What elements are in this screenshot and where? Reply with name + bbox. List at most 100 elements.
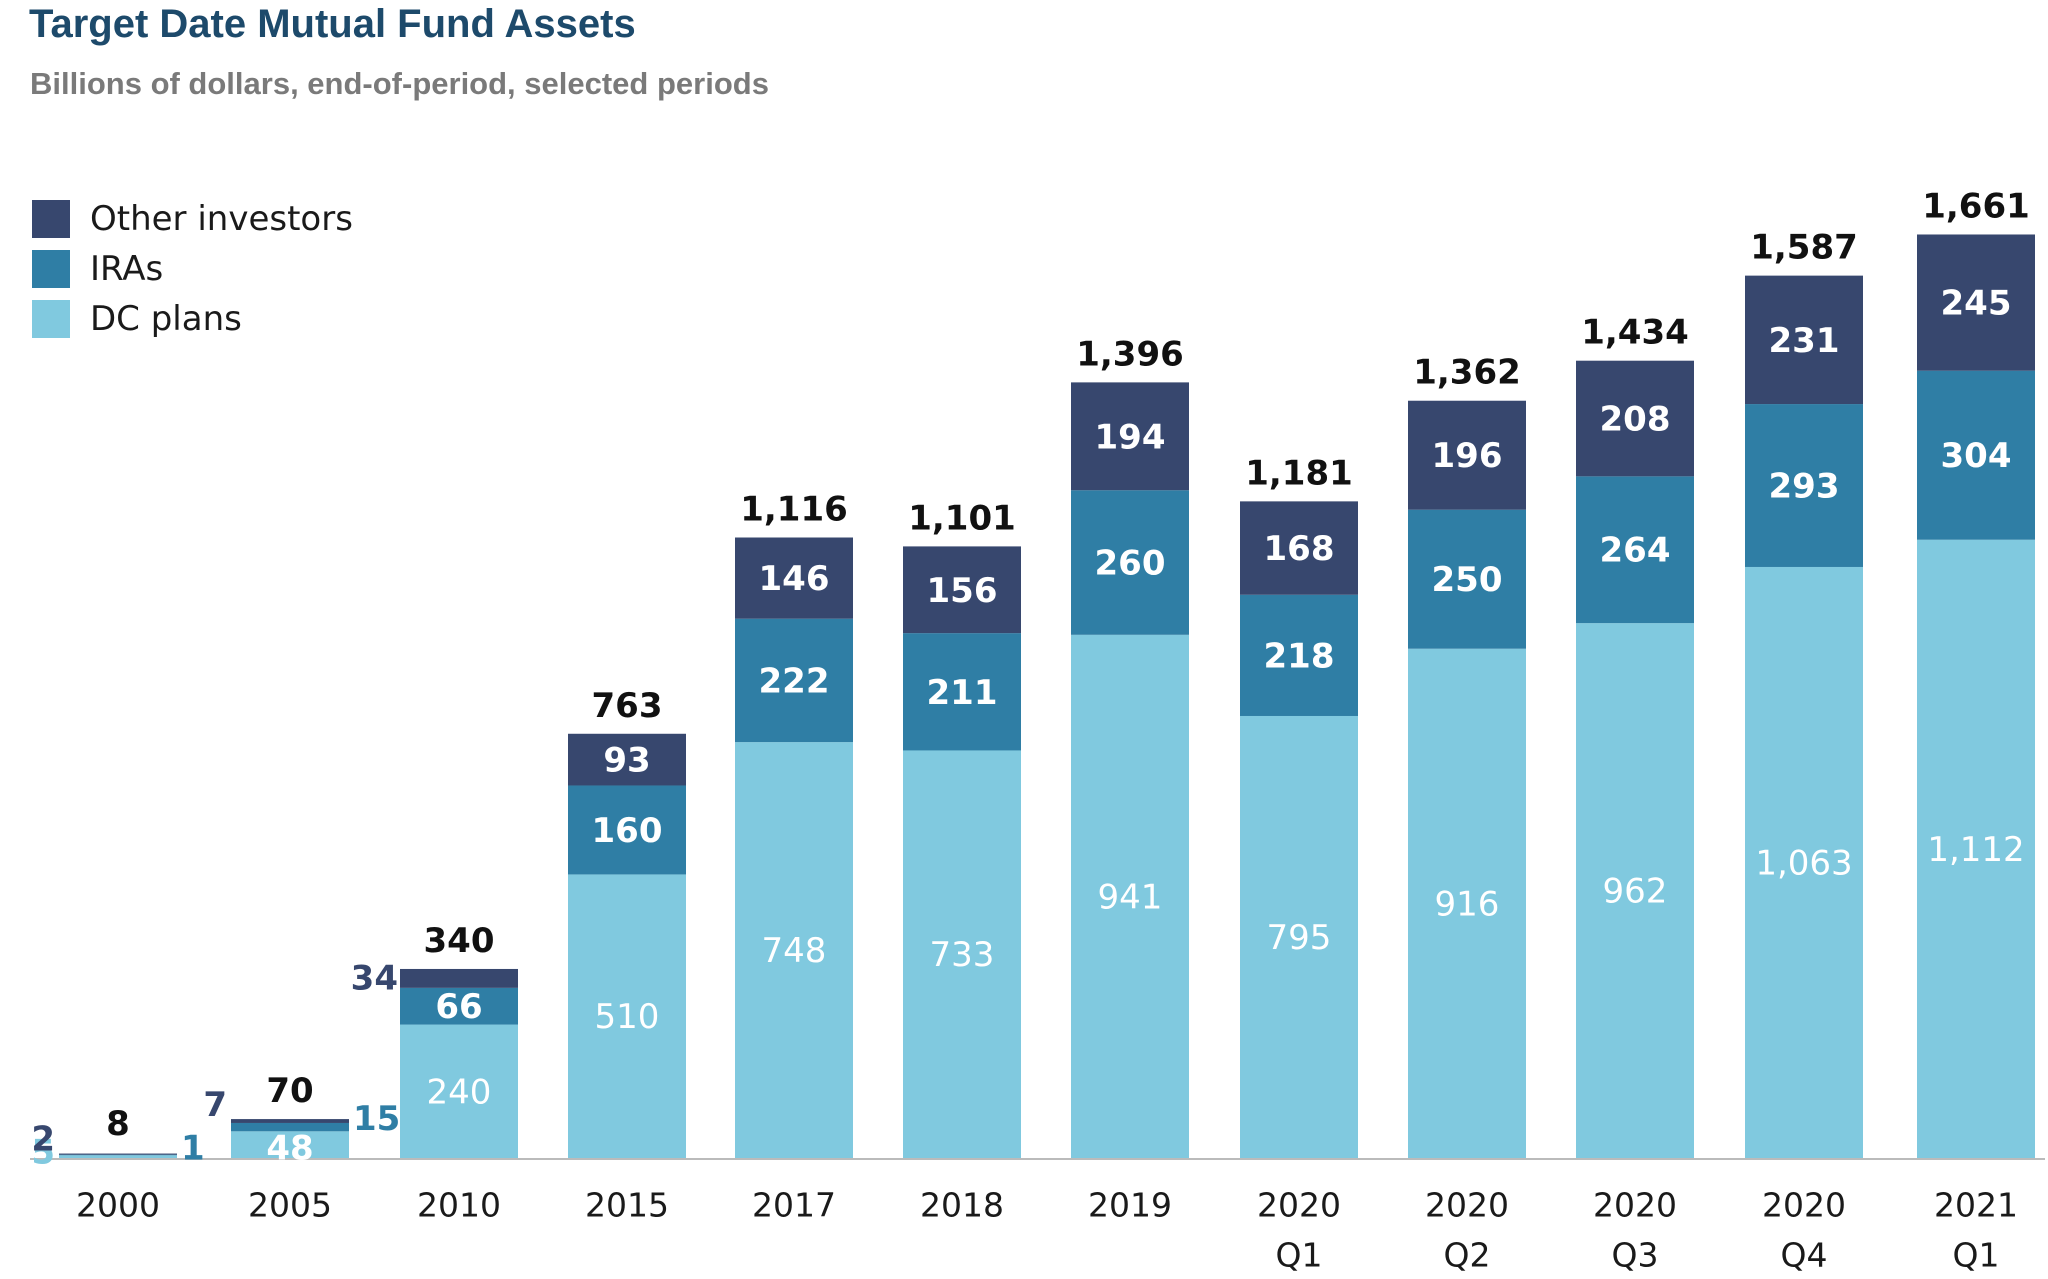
bar-dc-plans-7 bbox=[1240, 715, 1358, 1158]
total-label-8: 1,362 bbox=[1413, 353, 1521, 393]
bar-iras-0 bbox=[59, 1154, 177, 1156]
bar-iras-2 bbox=[400, 987, 518, 1025]
bar-iras-10 bbox=[1745, 404, 1863, 567]
bar-iras-11 bbox=[1917, 370, 2035, 540]
x-tick-label-11-sub: Q1 bbox=[1953, 1236, 2000, 1275]
bar-iras-3 bbox=[568, 785, 686, 875]
bar-iras-5 bbox=[903, 633, 1021, 751]
total-label-9: 1,434 bbox=[1581, 313, 1689, 353]
bar-dc-plans-9 bbox=[1576, 623, 1694, 1158]
x-tick-label-0: 2000 bbox=[76, 1186, 160, 1225]
bar-dc-plans-4 bbox=[735, 742, 853, 1158]
value-label-iras-4: 222 bbox=[759, 661, 830, 701]
bar-iras-6 bbox=[1071, 490, 1189, 635]
bar-dc-plans-3 bbox=[568, 874, 686, 1158]
legend-item-other-investors: Other investors bbox=[32, 194, 353, 244]
value-label-iras-3: 160 bbox=[592, 811, 663, 851]
value-label-iras-5: 211 bbox=[927, 673, 998, 713]
value-label-iras-9: 264 bbox=[1600, 531, 1671, 571]
x-tick-label-4: 2017 bbox=[752, 1186, 836, 1225]
bar-dc-plans-1 bbox=[231, 1131, 349, 1158]
bar-iras-8 bbox=[1408, 509, 1526, 649]
legend-label-iras: IRAs bbox=[90, 249, 164, 289]
value-label-iras-11: 304 bbox=[1941, 436, 2012, 476]
value-label-other-investors-10: 231 bbox=[1769, 321, 1840, 361]
value-label-other-investors-3: 93 bbox=[603, 741, 650, 781]
x-tick-label-8-sub: Q2 bbox=[1444, 1236, 1491, 1275]
bar-other-investors-5 bbox=[903, 546, 1021, 634]
x-tick-label-1: 2005 bbox=[248, 1186, 332, 1225]
bar-dc-plans-0 bbox=[59, 1155, 177, 1158]
value-label-other-investors-9: 208 bbox=[1600, 400, 1671, 440]
total-label-10: 1,587 bbox=[1750, 228, 1858, 268]
legend-label-other-investors: Other investors bbox=[90, 199, 353, 239]
x-tick-label-6: 2019 bbox=[1088, 1186, 1172, 1225]
value-label-iras-1: 15 bbox=[353, 1099, 400, 1139]
bar-other-investors-9 bbox=[1576, 360, 1694, 477]
value-label-other-investors-11: 245 bbox=[1941, 284, 2012, 324]
legend-label-dc-plans: DC plans bbox=[90, 299, 242, 339]
value-label-dc-plans-5: 733 bbox=[930, 935, 995, 975]
x-tick-label-7-sub: Q1 bbox=[1276, 1236, 1323, 1275]
value-label-other-investors-2: 34 bbox=[351, 958, 398, 998]
value-label-iras-10: 293 bbox=[1769, 467, 1840, 507]
legend-item-dc-plans: DC plans bbox=[32, 294, 353, 344]
legend-swatch-other-investors bbox=[32, 200, 70, 238]
value-label-other-investors-8: 196 bbox=[1432, 436, 1503, 476]
bar-other-investors-8 bbox=[1408, 400, 1526, 510]
value-label-other-investors-5: 156 bbox=[927, 571, 998, 611]
bar-dc-plans-11 bbox=[1917, 539, 2035, 1158]
bar-dc-plans-8 bbox=[1408, 648, 1526, 1158]
x-tick-label-7: 2020 bbox=[1257, 1186, 1341, 1225]
legend-swatch-iras bbox=[32, 250, 70, 288]
bar-other-investors-1 bbox=[231, 1119, 349, 1123]
chart-title: Target Date Mutual Fund Assets bbox=[29, 2, 636, 46]
total-label-4: 1,116 bbox=[740, 490, 848, 530]
x-tick-label-8: 2020 bbox=[1425, 1186, 1509, 1225]
bar-dc-plans-6 bbox=[1071, 634, 1189, 1158]
value-label-dc-plans-7: 795 bbox=[1267, 918, 1332, 958]
bar-other-investors-10 bbox=[1745, 275, 1863, 405]
value-label-dc-plans-6: 941 bbox=[1098, 877, 1163, 917]
legend-swatch-dc-plans bbox=[32, 300, 70, 338]
value-label-iras-8: 250 bbox=[1432, 560, 1503, 600]
x-tick-label-2: 2010 bbox=[417, 1186, 501, 1225]
chart-legend: Other investors IRAs DC plans bbox=[32, 194, 353, 344]
bar-other-investors-4 bbox=[735, 537, 853, 619]
x-tick-label-11: 2021 bbox=[1934, 1186, 2018, 1225]
value-label-dc-plans-0: 5 bbox=[31, 1133, 55, 1173]
legend-item-iras: IRAs bbox=[32, 244, 353, 294]
value-label-other-investors-7: 168 bbox=[1264, 529, 1335, 569]
total-label-5: 1,101 bbox=[908, 498, 1016, 538]
value-label-dc-plans-3: 510 bbox=[595, 997, 660, 1037]
bar-iras-1 bbox=[231, 1122, 349, 1132]
bar-dc-plans-10 bbox=[1745, 566, 1863, 1158]
x-tick-label-10-sub: Q4 bbox=[1781, 1236, 1828, 1275]
total-label-11: 1,661 bbox=[1922, 186, 2030, 226]
value-label-dc-plans-4: 748 bbox=[762, 931, 827, 971]
bar-other-investors-3 bbox=[568, 733, 686, 786]
bar-iras-9 bbox=[1576, 476, 1694, 624]
total-label-1: 70 bbox=[266, 1071, 313, 1111]
value-label-dc-plans-2: 240 bbox=[427, 1072, 492, 1112]
bar-dc-plans-5 bbox=[903, 750, 1021, 1158]
total-label-7: 1,181 bbox=[1245, 453, 1353, 493]
value-label-iras-2: 66 bbox=[435, 987, 482, 1027]
value-label-dc-plans-11: 1,112 bbox=[1927, 830, 2024, 870]
total-label-0: 8 bbox=[106, 1104, 130, 1144]
value-label-dc-plans-10: 1,063 bbox=[1755, 843, 1852, 883]
value-label-dc-plans-9: 962 bbox=[1603, 872, 1668, 912]
bar-iras-4 bbox=[735, 618, 853, 743]
total-label-3: 763 bbox=[592, 686, 663, 726]
bar-other-investors-0 bbox=[59, 1153, 177, 1155]
bar-iras-7 bbox=[1240, 594, 1358, 716]
total-label-6: 1,396 bbox=[1076, 334, 1184, 374]
x-tick-label-10: 2020 bbox=[1762, 1186, 1846, 1225]
bar-other-investors-7 bbox=[1240, 501, 1358, 595]
bar-other-investors-6 bbox=[1071, 382, 1189, 491]
value-label-other-investors-1: 7 bbox=[203, 1085, 227, 1125]
total-label-2: 340 bbox=[424, 921, 495, 961]
value-label-other-investors-0: 2 bbox=[31, 1120, 55, 1160]
value-label-iras-0: 1 bbox=[181, 1129, 205, 1169]
